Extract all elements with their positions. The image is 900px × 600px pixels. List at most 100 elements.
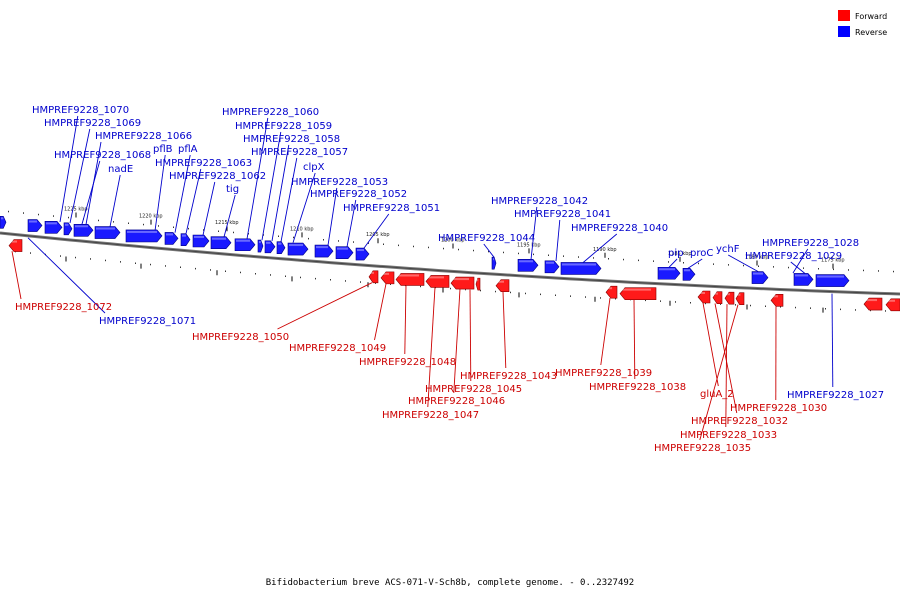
reverse-gene-body — [27, 219, 43, 232]
reverse-gene-highlight — [337, 247, 348, 250]
reverse-gene — [682, 267, 696, 281]
reverse-gene-body — [125, 229, 163, 243]
leader-line — [790, 261, 806, 274]
leader-line — [404, 285, 407, 355]
minor-tick-bottom — [660, 300, 661, 302]
leader-line — [469, 289, 472, 382]
gene-label: HMPREF9228_1043 — [460, 371, 557, 382]
forward-gene — [724, 291, 735, 305]
minor-tick-bottom — [750, 304, 751, 307]
reverse-gene-body — [355, 247, 370, 261]
minor-tick-bottom — [600, 297, 601, 299]
genome-caption: Bifidobacterium breve ACS-071-V-Sch8b, c… — [265, 578, 635, 588]
gene-label: HMPREF9228_1040 — [571, 223, 668, 234]
leader-layer — [11, 115, 834, 441]
gene-label: HMPREF9228_1035 — [654, 443, 751, 454]
minor-tick-bottom — [615, 298, 616, 300]
tick-label: 1185 kbp — [668, 251, 692, 257]
gene-label: HMPREF9228_1059 — [235, 121, 332, 132]
gene-label: gluA_2 — [700, 389, 734, 400]
reverse-gene — [751, 271, 769, 284]
minor-tick-top — [233, 231, 234, 234]
reverse-gene — [355, 247, 370, 261]
minor-tick-top — [293, 236, 294, 239]
gene-label: nadE — [108, 164, 133, 175]
forward-gene — [368, 270, 379, 284]
minor-tick-top — [218, 230, 219, 232]
minor-tick-bottom — [450, 287, 451, 290]
minor-tick-top — [113, 221, 114, 223]
leader-line — [831, 293, 834, 388]
forward-gene — [712, 291, 723, 304]
minor-tick-bottom — [540, 293, 541, 296]
minor-tick-top — [833, 268, 834, 271]
reverse-gene-highlight — [182, 234, 186, 237]
reverse-gene-body — [257, 239, 264, 253]
tick-label: 1175 kbp — [821, 258, 845, 264]
forward-gene-highlight — [865, 299, 877, 302]
reverse-gene-body — [94, 226, 121, 239]
reverse-gene-highlight — [289, 244, 303, 247]
minor-tick-top — [383, 243, 384, 245]
minor-tick-bottom — [225, 270, 226, 272]
reverse-gene-highlight — [46, 222, 57, 225]
leader-line — [792, 248, 809, 274]
forward-gene-highlight — [607, 287, 613, 290]
gene-layer — [0, 216, 900, 312]
forward-gene — [619, 287, 657, 300]
reverse-gene — [210, 236, 232, 250]
minor-tick-bottom — [825, 308, 826, 310]
leader-line — [453, 288, 461, 394]
leader-line — [346, 199, 357, 247]
minor-tick-bottom — [585, 296, 586, 298]
gene-label: HMPREF9228_1047 — [382, 410, 479, 421]
gene-label: HMPREF9228_1058 — [243, 134, 340, 145]
minor-tick-bottom — [420, 285, 421, 288]
reverse-gene-highlight — [212, 237, 226, 240]
minor-tick-top — [473, 249, 474, 252]
reverse-gene — [287, 242, 309, 256]
gene-label: HMPREF9228_1039 — [555, 368, 652, 379]
forward-gene-body — [619, 287, 657, 300]
forward-gene-highlight — [452, 278, 469, 281]
minor-tick-top — [608, 258, 609, 260]
legend-reverse-swatch — [838, 26, 850, 37]
forward-gene-body — [368, 270, 379, 284]
minor-tick-top — [758, 265, 759, 267]
minor-tick-bottom — [180, 266, 181, 268]
minor-tick-top — [308, 237, 309, 240]
reverse-gene-body — [544, 260, 560, 274]
gene-label: HMPREF9228_1069 — [44, 118, 141, 129]
minor-tick-bottom — [885, 310, 886, 312]
minor-tick-bottom — [315, 277, 316, 280]
gene-label: HMPREF9228_1027 — [787, 390, 884, 401]
gene-label: HMPREF9228_1049 — [289, 343, 386, 354]
leader-line — [668, 258, 678, 268]
forward-gene — [8, 239, 23, 252]
reverse-gene-highlight — [65, 223, 69, 226]
minor-tick-top — [533, 253, 534, 256]
reverse-gene — [257, 239, 264, 253]
minor-tick-bottom — [240, 271, 241, 274]
gene-label: HMPREF9228_1053 — [291, 177, 388, 188]
leader-line — [699, 304, 739, 441]
leader-line — [154, 154, 166, 231]
forward-gene-body — [475, 277, 481, 291]
minor-tick-bottom — [855, 309, 856, 311]
gene-label: HMPREF9228_1044 — [438, 233, 535, 244]
reverse-gene — [491, 256, 497, 270]
minor-tick-bottom — [510, 291, 511, 294]
reverse-gene — [44, 221, 63, 234]
tick-label: 1180 kbp — [745, 255, 769, 261]
minor-tick-top — [68, 216, 69, 219]
forward-gene-body — [770, 294, 784, 307]
gene-label: HMPREF9228_1046 — [408, 396, 505, 407]
reverse-gene — [264, 240, 276, 254]
gene-label: clpX — [303, 162, 325, 173]
reverse-gene-highlight — [127, 230, 157, 233]
minor-tick-top — [863, 269, 864, 272]
leader-line — [582, 233, 618, 263]
minor-tick-top — [353, 241, 354, 243]
minor-tick-bottom — [840, 308, 841, 311]
leader-line — [109, 174, 121, 227]
